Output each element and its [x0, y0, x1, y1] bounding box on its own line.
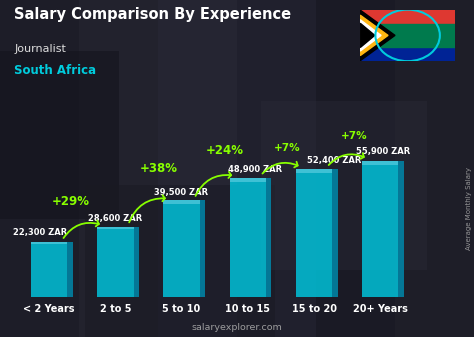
Polygon shape: [360, 23, 375, 48]
Bar: [67, 242, 73, 297]
Text: Journalist: Journalist: [14, 44, 66, 54]
Bar: [200, 201, 205, 297]
Polygon shape: [360, 15, 388, 56]
Text: Average Monthly Salary: Average Monthly Salary: [465, 167, 472, 250]
Bar: [362, 160, 399, 165]
Text: salaryexplorer.com: salaryexplorer.com: [191, 323, 283, 332]
Bar: [31, 242, 67, 244]
Polygon shape: [360, 24, 455, 47]
Bar: [332, 169, 337, 297]
Polygon shape: [360, 10, 395, 61]
Text: 55,900 ZAR: 55,900 ZAR: [356, 147, 410, 156]
Bar: [266, 178, 271, 297]
Text: 28,600 ZAR: 28,600 ZAR: [88, 214, 142, 223]
Bar: [229, 178, 266, 297]
Text: South Africa: South Africa: [14, 64, 96, 77]
Text: 39,500 ZAR: 39,500 ZAR: [154, 188, 208, 197]
Text: +24%: +24%: [206, 144, 244, 157]
Bar: [164, 201, 200, 204]
Text: +7%: +7%: [340, 131, 367, 141]
Polygon shape: [360, 20, 381, 51]
Text: 48,900 ZAR: 48,900 ZAR: [228, 165, 282, 174]
Bar: [97, 227, 134, 297]
Text: 52,400 ZAR: 52,400 ZAR: [308, 156, 362, 165]
Polygon shape: [360, 10, 455, 27]
Text: +29%: +29%: [51, 195, 90, 208]
Polygon shape: [360, 44, 455, 61]
Text: 22,300 ZAR: 22,300 ZAR: [13, 228, 67, 237]
Bar: [296, 169, 332, 297]
Bar: [229, 178, 266, 182]
Bar: [134, 227, 139, 297]
Text: +7%: +7%: [274, 143, 301, 153]
Bar: [362, 160, 399, 297]
Bar: [97, 227, 134, 229]
Text: Salary Comparison By Experience: Salary Comparison By Experience: [14, 7, 292, 22]
Bar: [399, 160, 404, 297]
Bar: [296, 169, 332, 174]
Text: +38%: +38%: [139, 162, 177, 175]
Bar: [31, 242, 67, 297]
Bar: [164, 201, 200, 297]
